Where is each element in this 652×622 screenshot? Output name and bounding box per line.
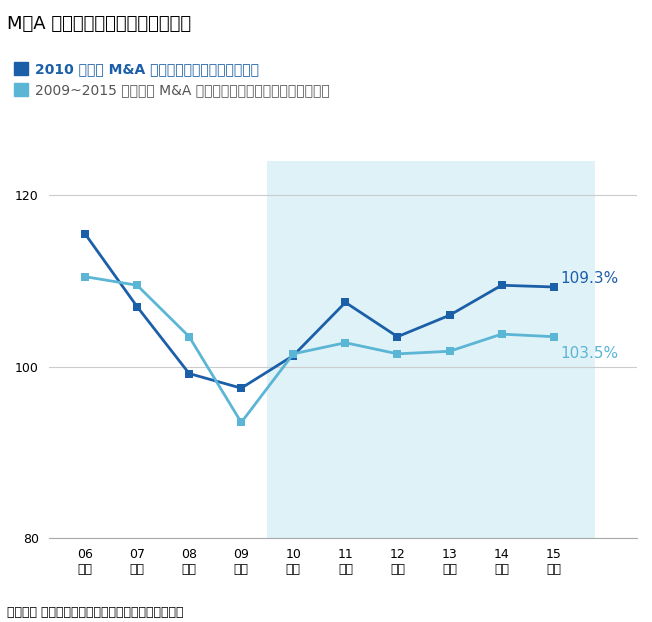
Legend: 2010 年度に M&A を実施した企業の労働生産性, 2009~2015 年度の間 M&A を実施していない企業の労働生産性: 2010 年度に M&A を実施した企業の労働生産性, 2009~2015 年度… — [14, 62, 330, 97]
Text: 109.3%: 109.3% — [560, 271, 618, 286]
Bar — [267, 161, 595, 538]
Text: 103.5%: 103.5% — [560, 346, 618, 361]
Text: 【資料】 経済産業省「企業活動基本調査」再編加工: 【資料】 経済産業省「企業活動基本調査」再編加工 — [7, 606, 183, 619]
Text: M＆A 実施企業は労働生産性が高い: M＆A 実施企業は労働生産性が高い — [7, 15, 192, 33]
